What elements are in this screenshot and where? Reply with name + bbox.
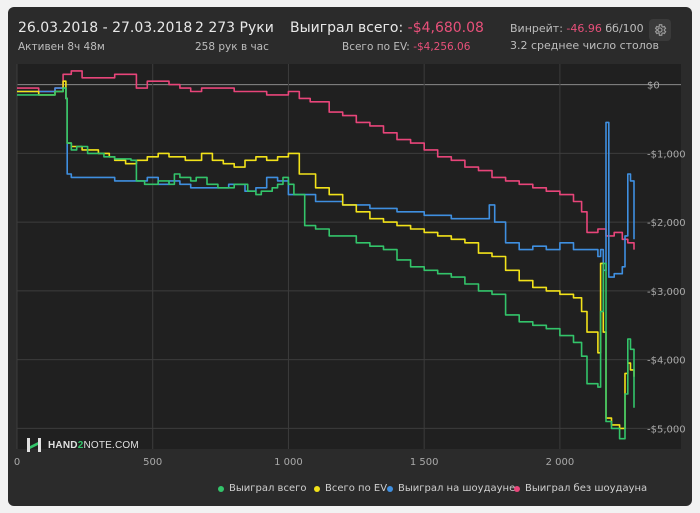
legend-label: Выиграл без шоудауна [525, 483, 648, 494]
x-tick-label: 500 [143, 457, 162, 468]
grid-layer [16, 64, 681, 449]
y-tick-label: $0 [647, 81, 660, 92]
legend-dot-icon [387, 485, 393, 492]
graph-panel: 26.03.2018 - 27.03.2018 Активен 8ч 48м 2… [8, 7, 692, 506]
chart-svg: $0 -$1,000 -$2,000 -$3,000 -$4,000 -$5,000 0 5… [14, 64, 686, 468]
hands-rate: 258 рук в час [195, 41, 269, 53]
hands-count: 2 273 Руки [195, 20, 274, 36]
series-line-2 [17, 87, 635, 278]
winrate-label: Винрейт: [510, 22, 563, 35]
legend-dot-icon [218, 485, 224, 492]
logo-text-hand: HAND [48, 439, 78, 451]
series-line-3 [17, 70, 635, 250]
plot-area [17, 64, 681, 449]
series-layer [17, 70, 635, 440]
hand2note-logo-icon [27, 438, 41, 452]
y-ticks: $0 -$1,000 -$2,000 -$3,000 -$4,000 -$5,000 [647, 81, 686, 436]
legend-label: Выиграл всего [229, 483, 307, 494]
active-time: Активен 8ч 48м [18, 41, 105, 53]
ev-total-value: -$4,256.06 [413, 41, 471, 53]
tables-average: 3.2 среднее число столов [510, 39, 659, 52]
winrate: Винрейт: -46.96 бб/100 [510, 23, 644, 34]
logo-text-note: NOTE.COM [83, 439, 139, 451]
legend-dot-icon [314, 485, 320, 492]
won-total-label: Выиграл всего: [290, 20, 404, 36]
x-tick-label: 1 000 [274, 457, 303, 468]
ev-total: Всего по EV: -$4,256.06 [342, 42, 470, 53]
x-tick-label: 0 [14, 457, 20, 468]
y-tick-label: -$4,000 [647, 356, 686, 367]
won-total-value: -$4,680.08 [407, 20, 484, 36]
legend-item-non-showdown[interactable]: Выиграл без шоудауна [514, 483, 647, 494]
y-tick-label: -$3,000 [647, 287, 686, 298]
legend-item-showdown[interactable]: Выиграл на шоудауне [387, 483, 515, 494]
won-total: Выиграл всего: -$4,680.08 [290, 21, 484, 35]
x-tick-label: 1 500 [410, 457, 439, 468]
winrate-unit: бб/100 [605, 22, 644, 35]
y-tick-label: -$2,000 [647, 218, 686, 229]
winrate-value: -46.96 [566, 22, 602, 35]
settings-button[interactable] [649, 19, 671, 41]
x-tick-label: 2 000 [546, 457, 575, 468]
hand2note-logo: HAND 2 NOTE.COM [26, 437, 139, 453]
y-tick-label: -$5,000 [647, 424, 686, 435]
y-tick-label: -$1,000 [647, 149, 686, 160]
series-line-1 [17, 80, 635, 430]
logo-text-2: 2 [77, 439, 84, 451]
legend-label: Выиграл на шоудауне [398, 483, 516, 494]
legend-item-won-total[interactable]: Выиграл всего [218, 483, 306, 494]
chart-legend: Выиграл всего Всего по EV Выиграл на шоу… [8, 483, 692, 497]
x-ticks: 0 500 1 000 1 500 2 000 [14, 457, 574, 468]
legend-label: Всего по EV [325, 483, 388, 494]
legend-item-ev-total[interactable]: Всего по EV [314, 483, 387, 494]
date-range: 26.03.2018 - 27.03.2018 [18, 20, 193, 36]
series-line-0 [17, 87, 635, 440]
legend-dot-icon [514, 485, 520, 492]
gear-icon [654, 24, 667, 36]
ev-total-label: Всего по EV: [342, 41, 410, 53]
